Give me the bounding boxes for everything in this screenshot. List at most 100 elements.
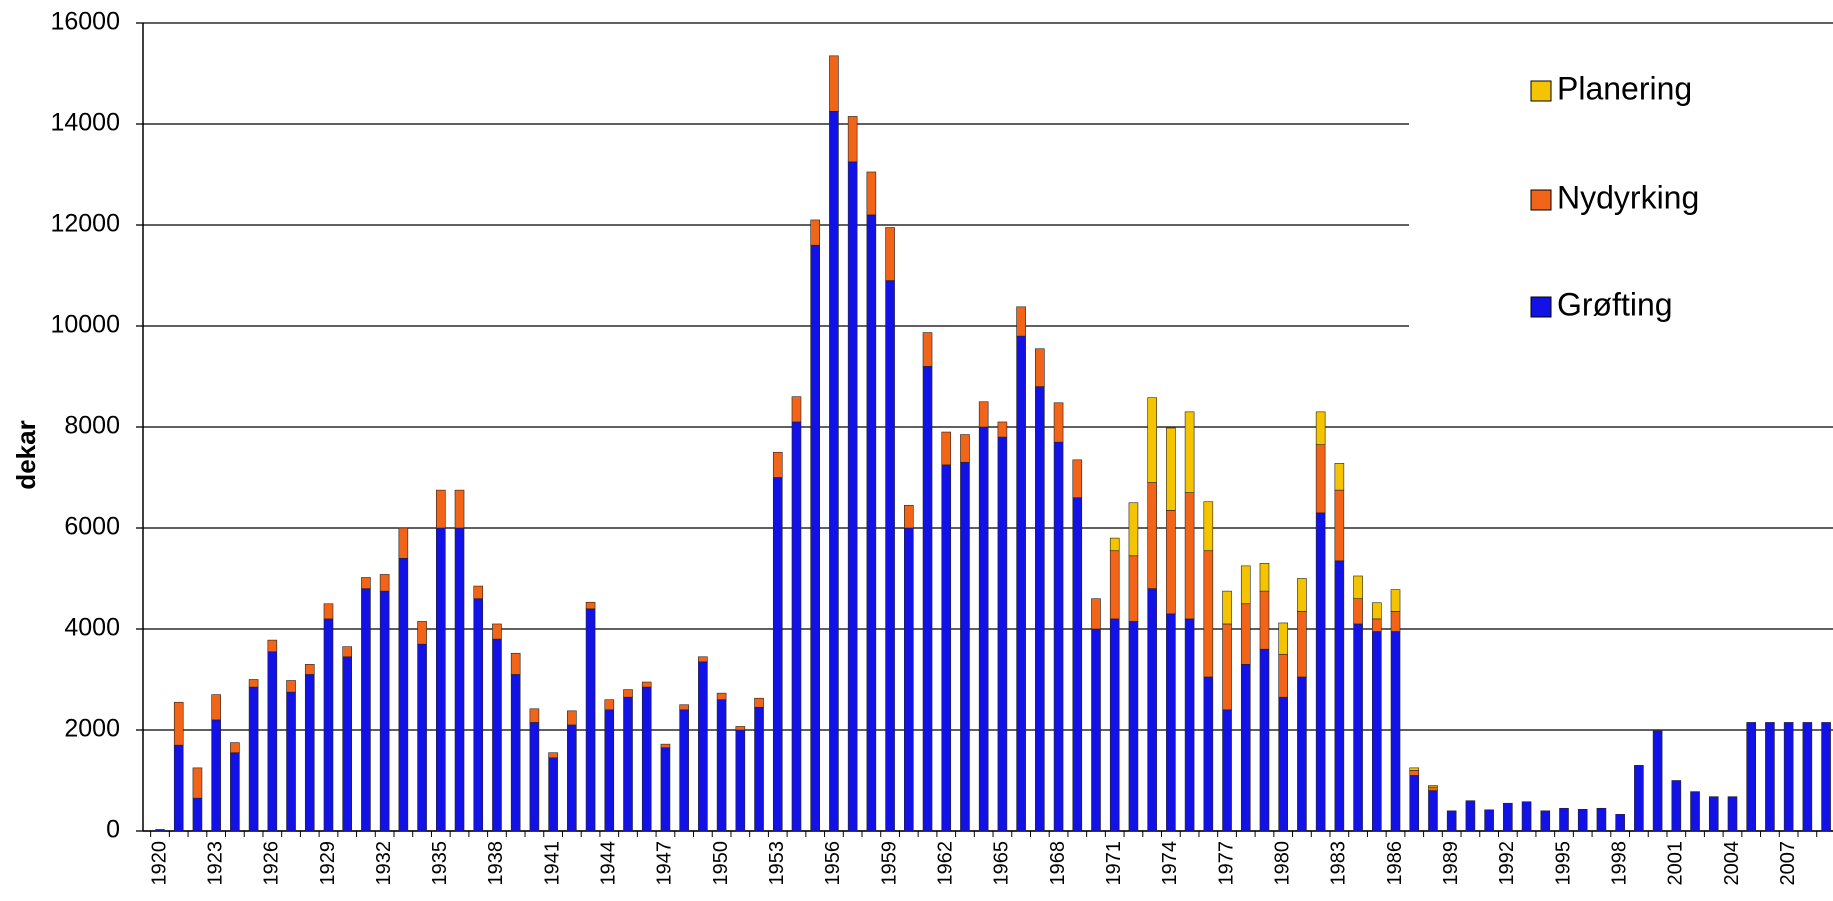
bar-segment <box>1166 613 1176 832</box>
bar-segment <box>1428 790 1438 832</box>
bar-segment <box>230 752 240 832</box>
bar-segment <box>192 767 203 799</box>
x-tick-label: 2001 <box>1665 841 1687 886</box>
bar-segment <box>1390 611 1401 632</box>
bar-segment <box>323 618 334 832</box>
bar-segment <box>361 588 371 832</box>
bar-segment <box>1128 621 1139 832</box>
bar-segment <box>286 680 296 693</box>
bar-segment <box>1409 767 1420 771</box>
bar-segment <box>1035 348 1045 387</box>
bar-segment <box>1353 575 1363 599</box>
x-tick-label: 1989 <box>1440 841 1462 886</box>
bar-segment <box>1203 501 1214 552</box>
bar-segment <box>473 598 484 832</box>
legend-swatch <box>1530 80 1552 102</box>
y-tick-label: 6000 <box>64 513 120 541</box>
bar-segment <box>1053 441 1064 832</box>
bar-segment <box>604 709 615 832</box>
x-tick-label: 2007 <box>1777 841 1799 886</box>
x-tick-label: 1971 <box>1103 841 1125 886</box>
bar-segment <box>866 171 877 216</box>
bar-segment <box>1559 807 1569 832</box>
bar-segment <box>510 652 521 675</box>
legend-swatch <box>1530 189 1552 211</box>
bar-segment <box>1428 785 1438 788</box>
bar-segment <box>1072 459 1083 499</box>
bar-segment <box>379 574 390 592</box>
y-tick-label: 2000 <box>64 715 120 743</box>
bar-segment <box>192 797 203 832</box>
x-tick-label: 1962 <box>935 841 957 886</box>
bar-segment <box>1727 796 1738 832</box>
bar-segment <box>1315 444 1326 514</box>
x-tick-label: 1938 <box>485 841 507 886</box>
legend-label: Nydyrking <box>1557 179 1699 215</box>
bar-segment <box>1390 589 1401 612</box>
bar-segment <box>1596 807 1607 832</box>
x-tick-label: 1965 <box>991 841 1013 886</box>
bar-segment <box>567 710 577 726</box>
bar-segment <box>1072 497 1083 832</box>
x-tick-label: 1923 <box>204 841 226 886</box>
bar-segment <box>829 55 839 112</box>
x-tick-label: 1959 <box>878 841 900 886</box>
bar-segment <box>960 462 970 832</box>
x-tick-label: 1920 <box>148 841 170 886</box>
bar-segment <box>1184 492 1195 620</box>
bar-segment <box>567 724 577 832</box>
y-tick-label: 16000 <box>50 8 120 36</box>
bar-segment <box>1184 411 1195 493</box>
bar-segment <box>735 729 746 832</box>
bar-segment <box>548 752 558 759</box>
bar-segment <box>1577 808 1588 832</box>
bar-segment <box>435 489 446 529</box>
x-tick-label: 1980 <box>1271 841 1293 886</box>
bar-segment <box>791 421 802 832</box>
bar-segment <box>1091 628 1101 832</box>
x-tick-label: 1926 <box>261 841 283 886</box>
bar-segment <box>1109 618 1120 832</box>
bar-segment <box>510 674 521 832</box>
bar-segment <box>1166 427 1176 511</box>
bar-segment <box>1147 588 1157 832</box>
bar-segment <box>698 656 708 663</box>
bar-segment <box>1353 598 1363 625</box>
bar-segment <box>716 692 727 701</box>
bar-segment <box>585 608 596 832</box>
bar-segment <box>941 431 952 466</box>
bar-segment <box>548 757 558 832</box>
bar-segment <box>1091 598 1101 630</box>
bar-segment <box>1278 696 1288 832</box>
bar-segment <box>772 451 783 478</box>
bar-segment <box>1390 631 1401 832</box>
bar-segment <box>267 651 278 832</box>
bar-segment <box>1315 512 1326 832</box>
bar-segment <box>960 434 970 463</box>
bar-segment <box>922 366 933 832</box>
bar-segment <box>155 829 165 832</box>
x-tick-label: 1956 <box>822 841 844 886</box>
bar-segment <box>379 590 390 832</box>
bar-segment <box>230 742 240 754</box>
bar-segment <box>698 661 708 832</box>
bar-segment <box>454 527 465 832</box>
bar-segment <box>1465 800 1476 832</box>
bar-segment <box>1053 402 1064 443</box>
legend-background <box>1409 60 1833 350</box>
bar-segment <box>1016 335 1026 832</box>
bar-segment <box>417 621 427 645</box>
y-tick-label: 0 <box>106 816 120 844</box>
bar-segment <box>1297 611 1307 678</box>
bar-segment <box>173 701 184 746</box>
bar-segment <box>922 332 933 367</box>
bar-segment <box>342 656 353 832</box>
bar-segment <box>885 227 895 281</box>
bar-segment <box>1521 801 1532 832</box>
bar-segment <box>978 426 989 832</box>
bar-segment <box>211 719 221 832</box>
bar-segment <box>1484 809 1494 832</box>
legend-label: Planering <box>1557 70 1692 106</box>
bar-segment <box>1147 482 1157 589</box>
bar-segment <box>791 396 802 423</box>
